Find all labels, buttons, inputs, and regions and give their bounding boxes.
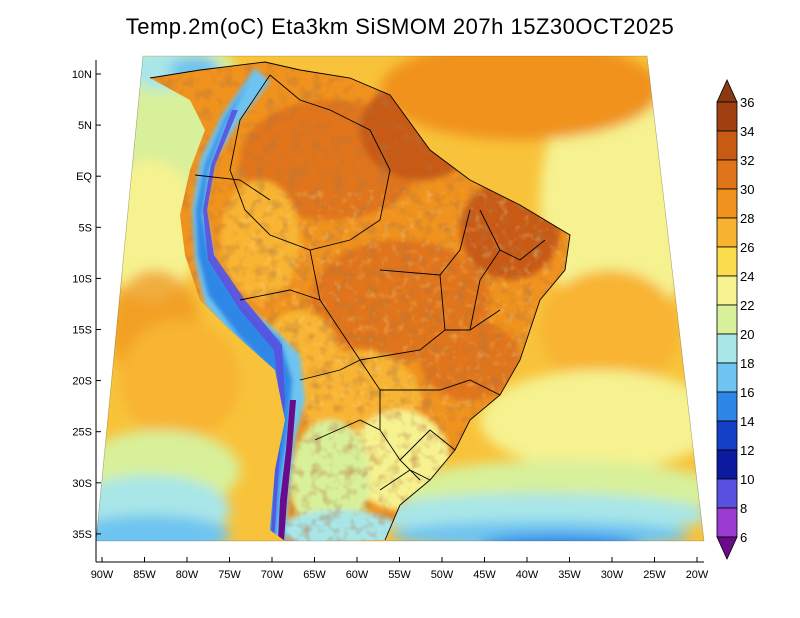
colorbar-swatch (716, 188, 738, 219)
colorbar-label: 20 (740, 327, 754, 342)
lon-tick-label: 45W (473, 569, 496, 581)
colorbar-arrow-bottom (716, 536, 738, 560)
colorbar-label: 36 (740, 95, 754, 110)
latitude-axis: 10N 5N EQ 5S 10S 15S 20S 25S 30S 35S (72, 69, 101, 541)
lat-tick-label: 10N (72, 69, 92, 81)
lat-tick-label: 20S (72, 376, 92, 388)
colorbar-swatch (716, 217, 738, 248)
lat-tick-label: 5N (78, 120, 92, 132)
lon-tick-label: 50W (431, 569, 454, 581)
colorbar-label: 6 (740, 530, 747, 545)
lon-tick-label: 60W (346, 569, 369, 581)
lat-tick-label: 10S (72, 273, 92, 285)
colorbar-label: 22 (740, 298, 754, 313)
colorbar-label: 18 (740, 356, 754, 371)
colorbar-swatch (716, 507, 738, 538)
colorbar-arrow-top (716, 79, 738, 103)
colorbar-label: 28 (740, 211, 754, 226)
colorbar-label: 24 (740, 269, 754, 284)
longitude-axis: 90W 85W 80W 75W 70W 65W 60W 55W 50W 45W 40W 35W 30W 2… (91, 557, 709, 581)
colorbar-label: 12 (740, 443, 754, 458)
colorbar-swatch (716, 449, 738, 480)
lat-tick-label: 30S (72, 478, 92, 490)
lon-tick-label: 65W (303, 569, 326, 581)
colorbar-label: 16 (740, 385, 754, 400)
colorbar-swatch (716, 391, 738, 422)
lat-tick-label: 35S (72, 529, 92, 541)
colorbar-swatch (716, 101, 738, 132)
colorbar-label: 32 (740, 153, 754, 168)
page-title: Temp.2m(oC) Eta3km SiSMOM 207h 15Z30OCT2… (125, 14, 675, 39)
political-borders (149, 61, 571, 541)
colorbar-label: 34 (740, 124, 754, 139)
lon-tick-label: 30W (601, 569, 624, 581)
colorbar-label: 10 (740, 472, 754, 487)
colorbar-legend: 36 34 32 30 28 26 24 22 20 18 16 14 12 10 8 6 (716, 79, 754, 560)
colorbar-swatch (716, 246, 738, 277)
colorbar-swatch (716, 159, 738, 190)
lon-tick-label: 25W (643, 569, 666, 581)
lat-tick-label: 5S (79, 222, 92, 234)
colorbar-swatch (716, 333, 738, 364)
lon-tick-label: 80W (176, 569, 199, 581)
lat-tick-label: 25S (72, 427, 92, 439)
colorbar-swatch (716, 304, 738, 335)
colorbar-swatch (716, 420, 738, 451)
colorbar-label: 14 (740, 414, 754, 429)
lon-tick-label: 85W (133, 569, 156, 581)
lat-tick-label: 15S (72, 325, 92, 337)
colorbar-label: 8 (740, 501, 747, 516)
colorbar-swatch (716, 130, 738, 161)
lon-tick-label: 20W (686, 569, 709, 581)
lon-tick-label: 55W (388, 569, 411, 581)
colorbar-swatch (716, 478, 738, 509)
colorbar-swatch (716, 275, 738, 306)
lon-tick-label: 90W (91, 569, 114, 581)
lat-tick-label: EQ (76, 171, 92, 183)
colorbar-label: 26 (740, 240, 754, 255)
lon-tick-label: 40W (516, 569, 539, 581)
lon-tick-label: 75W (218, 569, 241, 581)
lon-tick-label: 35W (558, 569, 581, 581)
colorbar-swatch (716, 362, 738, 393)
lon-tick-label: 70W (261, 569, 284, 581)
temperature-field (96, 56, 704, 541)
colorbar-label: 30 (740, 182, 754, 197)
